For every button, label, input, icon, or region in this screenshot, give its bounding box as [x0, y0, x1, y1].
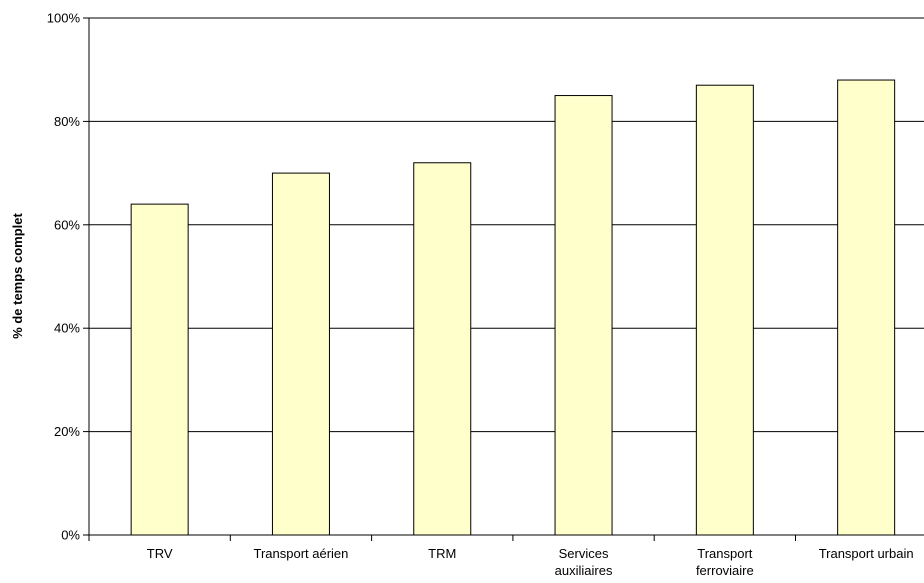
- y-tick-label: 20%: [54, 424, 80, 439]
- bar: [130, 203, 189, 536]
- bar: [271, 172, 330, 536]
- x-tick-label: TRV: [147, 546, 173, 561]
- bars: [130, 79, 896, 536]
- y-tick-label: 80%: [54, 114, 80, 129]
- x-tick-labels: TRV Transport aérien TRM Services auxiliaire…: [147, 546, 914, 578]
- y-tick-labels: 0% 20% 40% 60% 80% 100%: [47, 11, 81, 543]
- x-tick-label: TRM: [428, 546, 456, 561]
- x-tick-label: Transport aérien: [253, 546, 348, 561]
- x-tick-label: ferroviaire: [696, 563, 754, 578]
- x-tick-label: Transport: [697, 546, 753, 561]
- bar: [837, 79, 896, 536]
- bar: [554, 95, 613, 536]
- y-tick-label: 40%: [54, 321, 80, 336]
- y-axis-title: % de temps complet: [10, 212, 25, 338]
- y-tick-label: 100%: [47, 11, 81, 26]
- x-tick-label: Transport urbain: [819, 546, 914, 561]
- axes: [83, 17, 924, 541]
- x-tick-label: Services: [559, 546, 609, 561]
- x-tick-label: auxiliaires: [555, 563, 613, 578]
- y-tick-label: 60%: [54, 217, 80, 232]
- gridlines: [89, 17, 924, 433]
- y-tick-label: 0%: [61, 528, 80, 543]
- bar: [413, 162, 472, 536]
- bar: [695, 84, 754, 536]
